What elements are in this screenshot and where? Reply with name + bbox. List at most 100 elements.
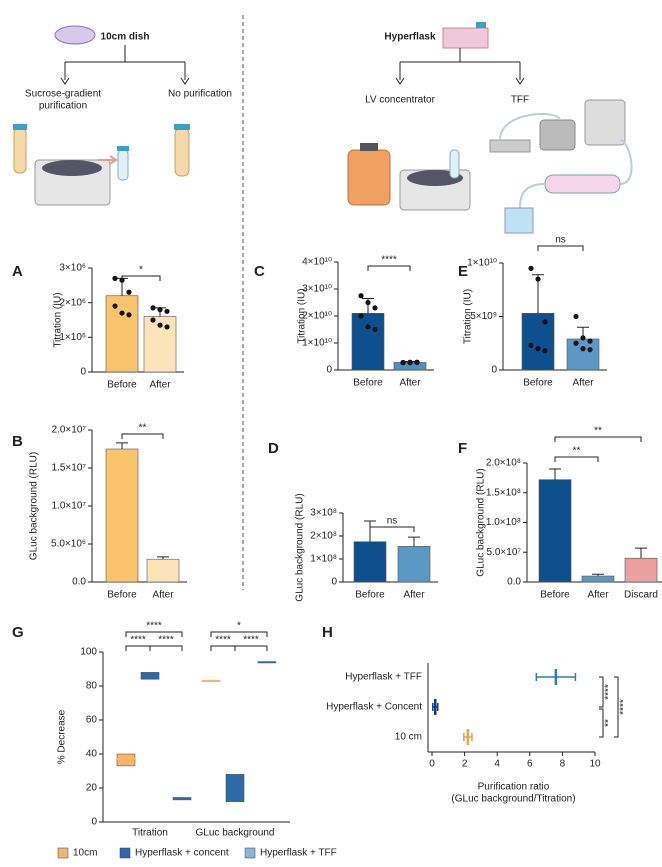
x-tick-label: Before bbox=[107, 380, 137, 391]
significance-label: **** bbox=[381, 255, 397, 266]
significance-label: **** bbox=[243, 635, 259, 646]
option: Sucrose-gradient bbox=[25, 89, 101, 100]
data-point bbox=[372, 305, 378, 311]
data-point bbox=[365, 324, 371, 330]
y-axis-label: Titration (IU) bbox=[463, 289, 474, 344]
x-tick-label: Before bbox=[353, 378, 383, 389]
data-point bbox=[573, 313, 579, 320]
y-tick-label: 2×10¹⁰ bbox=[302, 311, 332, 322]
x-tick-label: 4 bbox=[494, 759, 500, 770]
arrow bbox=[98, 155, 118, 165]
x-tick-label: Before bbox=[107, 590, 137, 601]
branch bbox=[399, 48, 521, 80]
significance-label: **** bbox=[158, 635, 174, 646]
y-tick-label: 3×10⁸ bbox=[310, 508, 337, 519]
legend-swatch bbox=[119, 847, 131, 859]
y-tick-label: 2×10⁶ bbox=[59, 297, 86, 308]
data-point bbox=[365, 299, 371, 306]
significance-bracket bbox=[234, 645, 268, 651]
bottle-icon bbox=[347, 149, 391, 206]
legend-label: Hyperflask + concent bbox=[135, 848, 229, 859]
significance-bracket bbox=[125, 645, 151, 651]
bar bbox=[624, 557, 658, 583]
y-tick-label: 60 bbox=[86, 715, 98, 726]
arrowheads bbox=[395, 77, 525, 85]
legend-swatch bbox=[57, 847, 69, 859]
significance-bracket bbox=[554, 436, 642, 442]
data-point bbox=[580, 346, 586, 352]
data-point bbox=[542, 319, 548, 325]
data-point bbox=[573, 340, 579, 346]
x-tick-label: Before bbox=[355, 590, 385, 601]
x-tick-label: After bbox=[149, 380, 171, 391]
significance-bracket bbox=[369, 526, 415, 532]
x-tick-label: After bbox=[152, 590, 174, 601]
panel-label: D bbox=[268, 440, 279, 457]
data-point bbox=[126, 289, 132, 295]
significance-label: ** bbox=[594, 426, 602, 437]
x-tick-label: After bbox=[572, 378, 594, 389]
data-point bbox=[150, 305, 156, 311]
diagram-title: 10cm dish bbox=[101, 32, 150, 43]
x-tick-label: 2 bbox=[462, 759, 468, 770]
dish-icon bbox=[54, 25, 96, 45]
y-tick-label: 100 bbox=[80, 647, 97, 658]
y-tick-label: 0.0 bbox=[72, 577, 86, 588]
data-point bbox=[164, 308, 170, 314]
y-tick-label: 2×10⁸ bbox=[310, 531, 337, 542]
bar bbox=[538, 479, 572, 583]
significance-bracket bbox=[121, 275, 161, 281]
data-point bbox=[535, 346, 541, 352]
significance-bracket bbox=[149, 645, 183, 651]
bar bbox=[105, 295, 139, 373]
error-bar bbox=[592, 573, 604, 577]
x-axis-label: (GLuc background/Titration) bbox=[451, 794, 575, 805]
y-tick-label: Hyperflask + TFF bbox=[345, 672, 422, 683]
branch bbox=[64, 45, 186, 80]
panel-label: G bbox=[12, 624, 24, 641]
y-tick-label: 80 bbox=[86, 681, 98, 692]
centrifuge-rotor bbox=[42, 160, 102, 176]
y-tick-label: 20 bbox=[86, 783, 98, 794]
panel-label: F bbox=[458, 440, 467, 457]
option: TFF bbox=[511, 95, 529, 106]
significance-bracket bbox=[210, 631, 268, 637]
scale-icon bbox=[489, 139, 531, 153]
tube-cap bbox=[13, 124, 27, 130]
option: LV concentrator bbox=[365, 95, 436, 106]
pump-icon bbox=[539, 119, 576, 151]
data-point bbox=[150, 317, 156, 323]
significance-bracket bbox=[210, 645, 236, 651]
tube-icon bbox=[117, 149, 129, 181]
y-tick-label: 1×10¹⁰ bbox=[302, 338, 332, 349]
option: No purification bbox=[168, 89, 232, 100]
y-tick-label: 10 cm bbox=[395, 732, 422, 743]
bar bbox=[351, 312, 385, 371]
significance-bracket bbox=[367, 265, 411, 271]
error-bar bbox=[408, 536, 420, 547]
tube-icon bbox=[174, 127, 190, 177]
y-axis-label: GLuc background (RLU) bbox=[295, 493, 306, 601]
y-tick-label: 0 bbox=[91, 817, 97, 828]
bar bbox=[521, 312, 555, 371]
x-tick-label: 8 bbox=[560, 759, 566, 770]
panel-label: A bbox=[12, 263, 23, 280]
x-tick-label: 0 bbox=[429, 759, 435, 770]
data-point bbox=[358, 293, 364, 299]
data-point bbox=[126, 312, 132, 318]
y-tick-label: Hyperflask + Concent bbox=[326, 702, 422, 713]
panel-label: B bbox=[12, 433, 23, 450]
arrowheads bbox=[60, 77, 190, 85]
tube-cap bbox=[117, 146, 129, 151]
bar bbox=[581, 575, 615, 583]
panel-label: H bbox=[322, 624, 333, 641]
data-point bbox=[400, 359, 406, 366]
data-point bbox=[112, 303, 118, 309]
significance-bracket bbox=[614, 676, 619, 738]
error-bar bbox=[549, 468, 561, 480]
significance-bracket bbox=[599, 708, 604, 738]
significance-label: **** bbox=[619, 699, 630, 715]
data-point bbox=[528, 265, 534, 271]
significance-bracket bbox=[599, 676, 604, 708]
